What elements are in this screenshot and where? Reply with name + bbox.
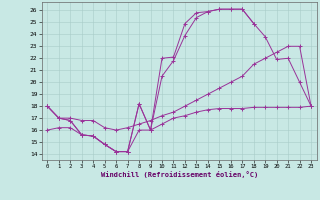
X-axis label: Windchill (Refroidissement éolien,°C): Windchill (Refroidissement éolien,°C) xyxy=(100,171,258,178)
